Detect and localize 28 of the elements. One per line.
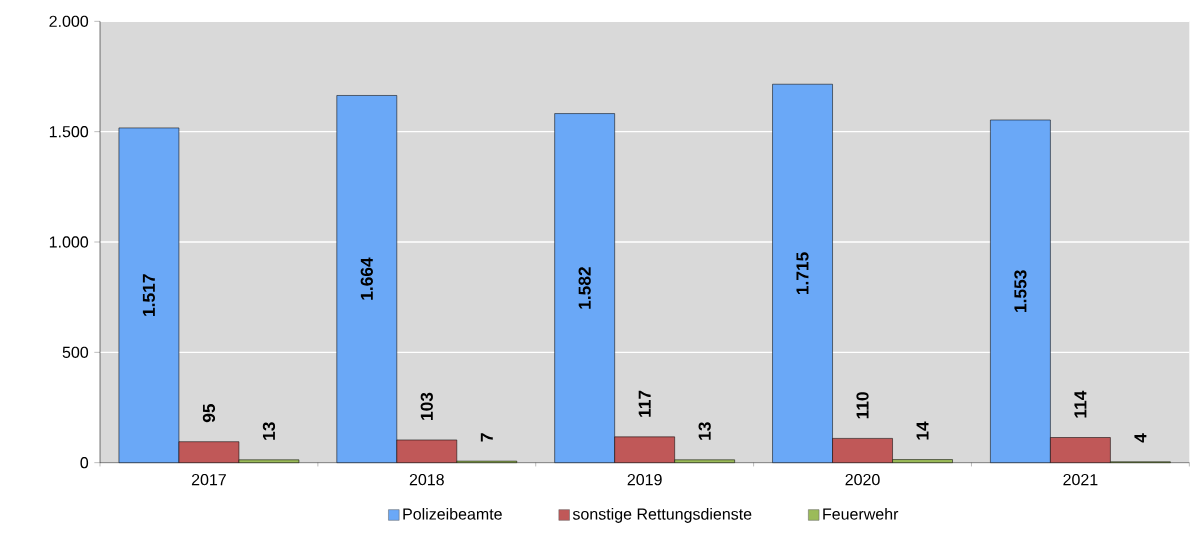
x-tick-label: 2017: [191, 473, 226, 486]
x-tick-label: 2021: [1063, 473, 1098, 486]
data-label: 95: [202, 403, 216, 423]
data-label: 110: [856, 392, 869, 419]
data-label: 13: [262, 422, 276, 440]
data-label: 1.664: [360, 257, 373, 300]
data-label: 1.517: [142, 274, 155, 316]
data-label: 14: [916, 421, 929, 440]
y-tick-label: 0: [80, 457, 89, 469]
data-label: 103: [420, 392, 433, 420]
legend-label: Polizeibeamte: [403, 507, 502, 520]
data-label: 7: [480, 433, 493, 442]
legend-label: Feuerwehr: [823, 507, 899, 520]
x-tick-label: 2018: [409, 473, 444, 486]
y-tick-label: 500: [62, 346, 89, 358]
y-tick-label: 2.000: [49, 15, 89, 27]
data-label: 114: [1074, 390, 1087, 418]
data-label: 1.553: [1014, 270, 1027, 312]
data-label: 1.582: [578, 267, 591, 309]
data-label: 117: [638, 390, 651, 417]
y-tick-label: 1.500: [49, 126, 89, 138]
x-tick-label: 2020: [845, 473, 880, 486]
y-tick-label: 1.000: [49, 236, 89, 248]
legend-label: sonstige Rettungsdienste: [572, 507, 752, 523]
x-tick-label: 2019: [627, 473, 662, 486]
data-label: 4: [1134, 433, 1147, 443]
data-label: 1.715: [796, 252, 809, 295]
data-label: 13: [698, 422, 711, 440]
